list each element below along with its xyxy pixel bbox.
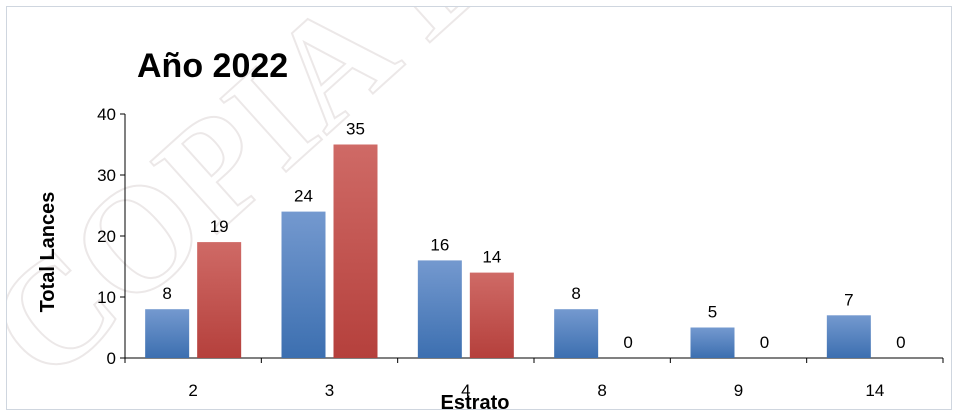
x-tick-label: 8 [597,381,606,400]
data-label: 16 [430,235,449,254]
data-label: 0 [623,333,632,352]
x-tick-label: 14 [865,381,884,400]
x-axis-title: Estrato [441,392,510,411]
y-tick-label: 20 [97,227,116,246]
data-label: 35 [346,120,365,139]
data-label: 8 [571,284,580,303]
y-tick-label: 0 [107,349,116,368]
data-label: 14 [482,248,501,267]
data-label: 5 [708,303,717,322]
bar [417,260,462,358]
bar [197,242,242,358]
bar [145,309,190,358]
bar-chart: COPIA E Año 2022 Total Lances Estrato 01… [7,7,944,411]
bar [281,211,326,358]
data-label: 7 [844,290,853,309]
bar [690,327,735,358]
x-tick-label: 4 [461,381,470,400]
bar [826,315,871,358]
data-label: 0 [896,333,905,352]
plot-area: 0 10 20 30 40 2 8 19 3 24 35 4 16 14 8 8 0 9 5 0 14 7 0 [97,105,944,400]
x-tick-label: 3 [325,381,334,400]
chart-title: Año 2022 [137,47,288,85]
y-tick-label: 30 [97,166,116,185]
x-tick-label: 2 [188,381,197,400]
data-label: 24 [294,187,313,206]
bar [469,272,514,358]
data-label: 8 [162,284,171,303]
bar [554,309,599,358]
data-label: 19 [210,217,229,236]
y-axis-title: Total Lances [37,192,59,313]
data-label: 0 [760,333,769,352]
bar [333,144,378,358]
y-tick-label: 40 [97,105,116,124]
x-tick-label: 9 [734,381,743,400]
y-tick-label: 10 [97,288,116,307]
